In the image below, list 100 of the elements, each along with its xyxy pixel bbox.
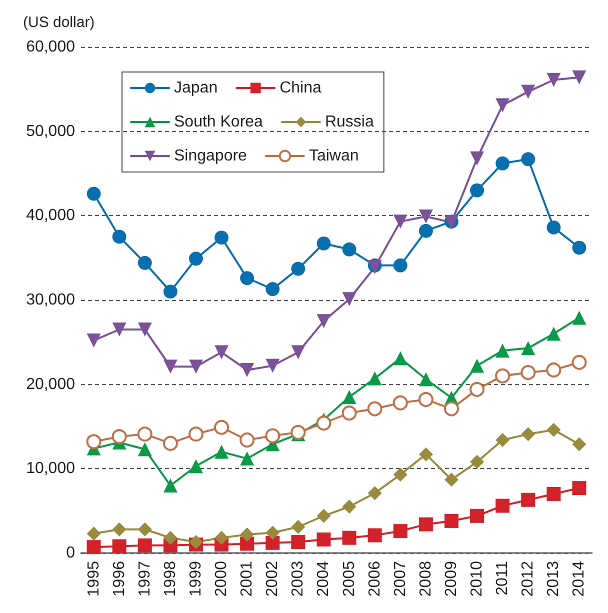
x-tick-label: 1996 [110,560,128,597]
legend-label: South Korea [174,114,264,130]
point [316,508,331,523]
x-tick-label: 1997 [136,560,154,597]
point [291,535,306,550]
point [137,426,152,442]
point [496,156,510,170]
point [393,214,408,229]
point [393,351,408,366]
x-tick-label: 2003 [290,560,307,597]
point [240,527,254,542]
point [266,526,280,540]
y-tick-label: 20,000 [26,376,76,393]
point [112,522,126,536]
point [572,70,586,84]
x-tick-label: 2013 [545,560,562,597]
point [342,292,356,306]
point [444,472,458,487]
point [342,530,356,545]
point [188,426,204,442]
x-tick-label: 2007 [392,560,409,597]
point [470,151,484,166]
point [291,520,306,534]
point [470,454,484,469]
point [368,371,382,386]
point [240,432,255,448]
point [291,262,306,276]
point [418,392,434,408]
point [316,532,331,547]
point [316,314,331,328]
point [188,252,203,266]
y-tick-label: 10,000 [26,460,76,478]
x-tick-label: 2002 [264,560,282,597]
point [470,358,484,373]
point [572,437,586,452]
x-tick-label: 2011 [494,560,512,596]
point [342,500,356,514]
x-tick-label: 2001 [238,560,256,597]
point [367,401,382,416]
point [214,444,229,459]
point [86,333,101,348]
point [418,447,433,462]
x-tick-label: 2006 [366,560,384,597]
point [520,365,536,380]
point [393,258,408,272]
x-tick-label: 2008 [417,560,434,597]
x-tick-label: 1999 [187,560,204,597]
point [393,468,408,482]
point [572,310,586,325]
point [418,372,433,386]
point [444,514,458,528]
legend-label: China [280,80,322,96]
point [163,360,178,374]
point [138,522,152,536]
point [470,508,484,523]
point [86,540,101,554]
point [546,220,561,234]
point [496,432,510,447]
point [418,210,433,224]
point [214,420,230,435]
point [316,416,332,431]
point [188,459,203,474]
point [342,242,356,256]
point [112,322,126,337]
point [240,271,254,286]
x-tick-label: 2014 [570,560,588,597]
point [392,395,408,410]
legend-label: Taiwan [308,148,359,164]
point [470,183,484,198]
point [112,230,126,244]
legend-label: Japan [174,80,218,96]
point [112,429,127,444]
point [138,442,152,456]
point [521,427,536,442]
point [470,382,485,397]
point [546,326,561,341]
point [572,354,587,370]
x-tick-label: 1995 [85,560,102,597]
point [521,84,536,99]
point [214,230,229,245]
point [546,362,562,378]
point [496,344,510,358]
point [546,422,561,437]
x-tick-label: 2000 [213,560,230,597]
point [162,436,178,451]
point [86,526,101,541]
point [163,530,178,545]
point [342,390,356,404]
legend-label: Singapore [174,148,248,164]
x-tick-label: 2010 [468,560,486,597]
point [214,530,229,545]
x-tick-label: 1998 [162,560,179,597]
point [368,528,382,542]
point [214,345,229,360]
point [240,362,254,377]
point [316,236,331,250]
point [418,224,433,238]
point [521,492,536,507]
point [572,240,586,255]
point [572,481,586,496]
